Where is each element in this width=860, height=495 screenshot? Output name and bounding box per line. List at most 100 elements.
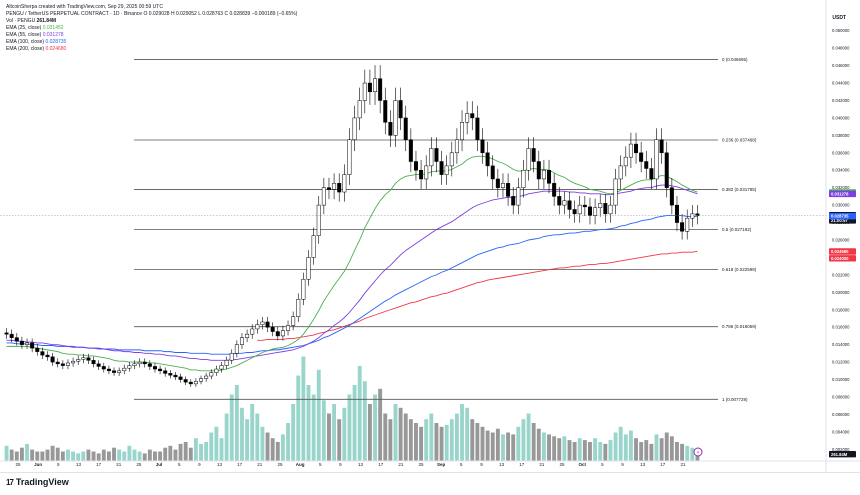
candle-body[interactable] [465, 113, 470, 123]
candle-body[interactable] [572, 209, 577, 215]
candle-body[interactable] [234, 344, 239, 354]
candle-body[interactable] [4, 332, 9, 335]
candle-body[interactable] [342, 174, 347, 193]
candle-body[interactable] [286, 325, 291, 331]
candle-body[interactable] [506, 183, 511, 197]
candle-body[interactable] [490, 165, 495, 180]
candle-body[interactable] [142, 361, 147, 365]
candle-body[interactable] [132, 363, 137, 366]
candle-body[interactable] [321, 187, 326, 206]
candle-body[interactable] [275, 331, 280, 337]
candle-body[interactable] [301, 278, 306, 300]
candle-body[interactable] [403, 117, 408, 140]
candle-body[interactable] [209, 372, 214, 377]
candle-body[interactable] [60, 363, 65, 366]
candle-body[interactable] [357, 100, 362, 119]
candle-body[interactable] [9, 333, 14, 338]
candle-body[interactable] [526, 148, 531, 171]
candle-body[interactable] [367, 82, 372, 93]
candle-body[interactable] [413, 161, 418, 171]
candle-body[interactable] [562, 200, 567, 206]
candle-body[interactable] [495, 178, 500, 188]
candle-body[interactable] [577, 204, 582, 215]
candle-body[interactable] [516, 187, 521, 206]
candle-body[interactable] [552, 183, 557, 197]
candle-body[interactable] [152, 366, 157, 370]
candle-body[interactable] [35, 347, 40, 352]
candle-body[interactable] [270, 326, 275, 332]
candle-body[interactable] [398, 100, 403, 119]
candle-body[interactable] [593, 207, 598, 216]
candle-body[interactable] [127, 365, 132, 369]
candle-body[interactable] [30, 342, 35, 349]
candle-body[interactable] [19, 340, 24, 345]
candle-body[interactable] [25, 342, 30, 345]
candle-body[interactable] [654, 139, 659, 180]
candle-body[interactable] [628, 143, 633, 158]
candle-body[interactable] [485, 152, 490, 167]
candle-body[interactable] [618, 165, 623, 180]
candle-body[interactable] [81, 357, 86, 360]
candle-body[interactable] [229, 353, 234, 361]
candle-body[interactable] [65, 362, 70, 366]
candle-body[interactable] [674, 204, 679, 223]
candle-body[interactable] [91, 360, 96, 365]
candle-body[interactable] [623, 156, 628, 167]
candle-body[interactable] [444, 165, 449, 175]
candle-body[interactable] [582, 204, 587, 208]
indicator-legend-item[interactable]: EMA (200, close) 0.024680 [6, 46, 66, 52]
candle-body[interactable] [454, 139, 459, 154]
candle-body[interactable] [547, 169, 552, 184]
candle-body[interactable] [45, 354, 50, 358]
candle-body[interactable] [644, 161, 649, 169]
candle-body[interactable] [106, 368, 111, 372]
indicator-legend-item[interactable]: EMA (25, close) 0.031452 [6, 25, 64, 31]
candle-body[interactable] [219, 365, 224, 370]
candle-body[interactable] [86, 357, 91, 361]
candle-body[interactable] [439, 161, 444, 175]
candle-body[interactable] [96, 363, 101, 367]
candle-body[interactable] [291, 316, 296, 326]
candle-body[interactable] [511, 196, 516, 206]
candle-body[interactable] [260, 321, 265, 325]
candle-body[interactable] [460, 122, 465, 140]
candle-body[interactable] [163, 370, 168, 374]
goto-realtime-button[interactable]: » [693, 447, 703, 457]
candle-body[interactable] [173, 374, 178, 378]
candle-body[interactable] [326, 187, 331, 190]
candle-body[interactable] [40, 351, 45, 356]
candle-body[interactable] [306, 257, 311, 280]
candle-body[interactable] [393, 100, 398, 136]
candle-body[interactable] [204, 375, 209, 379]
candle-body[interactable] [567, 200, 572, 210]
candle-body[interactable] [449, 152, 454, 167]
candle-body[interactable] [680, 222, 685, 232]
candle-body[interactable] [316, 204, 321, 236]
indicator-legend-item[interactable]: EMA (55, close) 0.031278 [6, 32, 64, 38]
candle-body[interactable] [239, 337, 244, 345]
candle-body[interactable] [296, 299, 301, 317]
candle-body[interactable] [137, 361, 142, 365]
candle-body[interactable] [332, 183, 337, 190]
candle-body[interactable] [193, 381, 198, 385]
candle-body[interactable] [408, 139, 413, 162]
candle-body[interactable] [383, 100, 388, 123]
candle-body[interactable] [669, 187, 674, 206]
candle-body[interactable] [117, 370, 122, 373]
candle-body[interactable] [14, 337, 19, 342]
candle-body[interactable] [311, 235, 316, 258]
candle-body[interactable] [373, 78, 378, 93]
candle-body[interactable] [531, 148, 536, 162]
candle-body[interactable] [598, 203, 603, 208]
candle-body[interactable] [608, 204, 613, 215]
candle-body[interactable] [603, 203, 608, 215]
candle-body[interactable] [434, 148, 439, 162]
fibonacci-retracement[interactable]: 0 (0.046695) 0.236 (0.037468) 0.382 (0.031… [134, 57, 757, 402]
candle-body[interactable] [168, 373, 173, 376]
candle-body[interactable] [280, 330, 285, 337]
candle-body[interactable] [536, 161, 541, 180]
candle-body[interactable] [245, 333, 250, 338]
candle-body[interactable] [659, 139, 664, 154]
candle-body[interactable] [347, 139, 352, 175]
